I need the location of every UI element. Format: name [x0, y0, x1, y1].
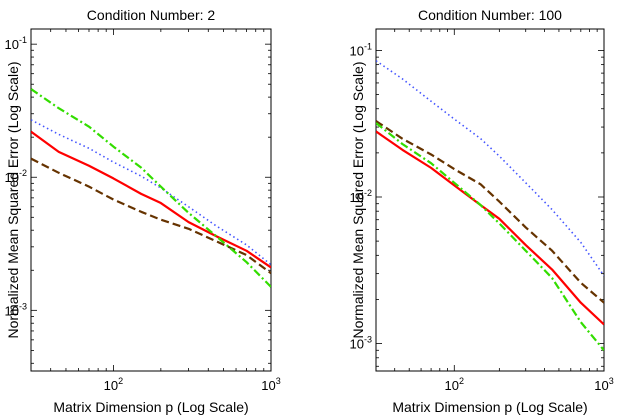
y-tick-label: 10-2 [5, 168, 27, 185]
x-tick-label: 103 [261, 376, 280, 393]
x-tick-label: 103 [594, 376, 613, 393]
series-line-dashed [376, 120, 604, 304]
plot-frame [375, 28, 605, 372]
y-tick-label: 10-2 [350, 188, 372, 205]
y-axis-label: Normalized Mean Squared Error (Log Scale… [5, 61, 21, 338]
series-group [31, 88, 271, 288]
series-line-dashdot [376, 122, 604, 351]
y-tick-label: 10-3 [350, 335, 372, 352]
series-line-solid [376, 130, 604, 326]
x-axis-label: Matrix Dimension p (Log Scale) [392, 399, 587, 415]
series-line-dotted [376, 60, 604, 277]
series-line-solid [31, 130, 271, 269]
series-group [376, 60, 604, 351]
y-axis-label: Normalized Mean Squared Error (Log Scale… [350, 61, 366, 338]
chart-title: Condition Number: 100 [418, 7, 562, 23]
chart-panel-2: 102 103 10-3 10-2 10-1 Condition Number: 100 M… [350, 7, 614, 415]
chart-panel-1: 102 103 10-3 10-2 10-1 Condition Number: 2 Mat… [5, 7, 281, 415]
series-line-dashdot [31, 88, 271, 288]
plot-frame [30, 28, 272, 372]
chart-title: Condition Number: 2 [87, 7, 216, 23]
y-tick-label: 10-3 [5, 301, 27, 318]
x-tick-label: 102 [445, 376, 464, 393]
x-tick-label: 102 [104, 376, 123, 393]
y-tick-label: 10-1 [350, 41, 372, 58]
y-tick-label: 10-1 [5, 35, 27, 52]
series-line-dotted [31, 119, 271, 266]
x-axis-label: Matrix Dimension p (Log Scale) [53, 399, 248, 415]
